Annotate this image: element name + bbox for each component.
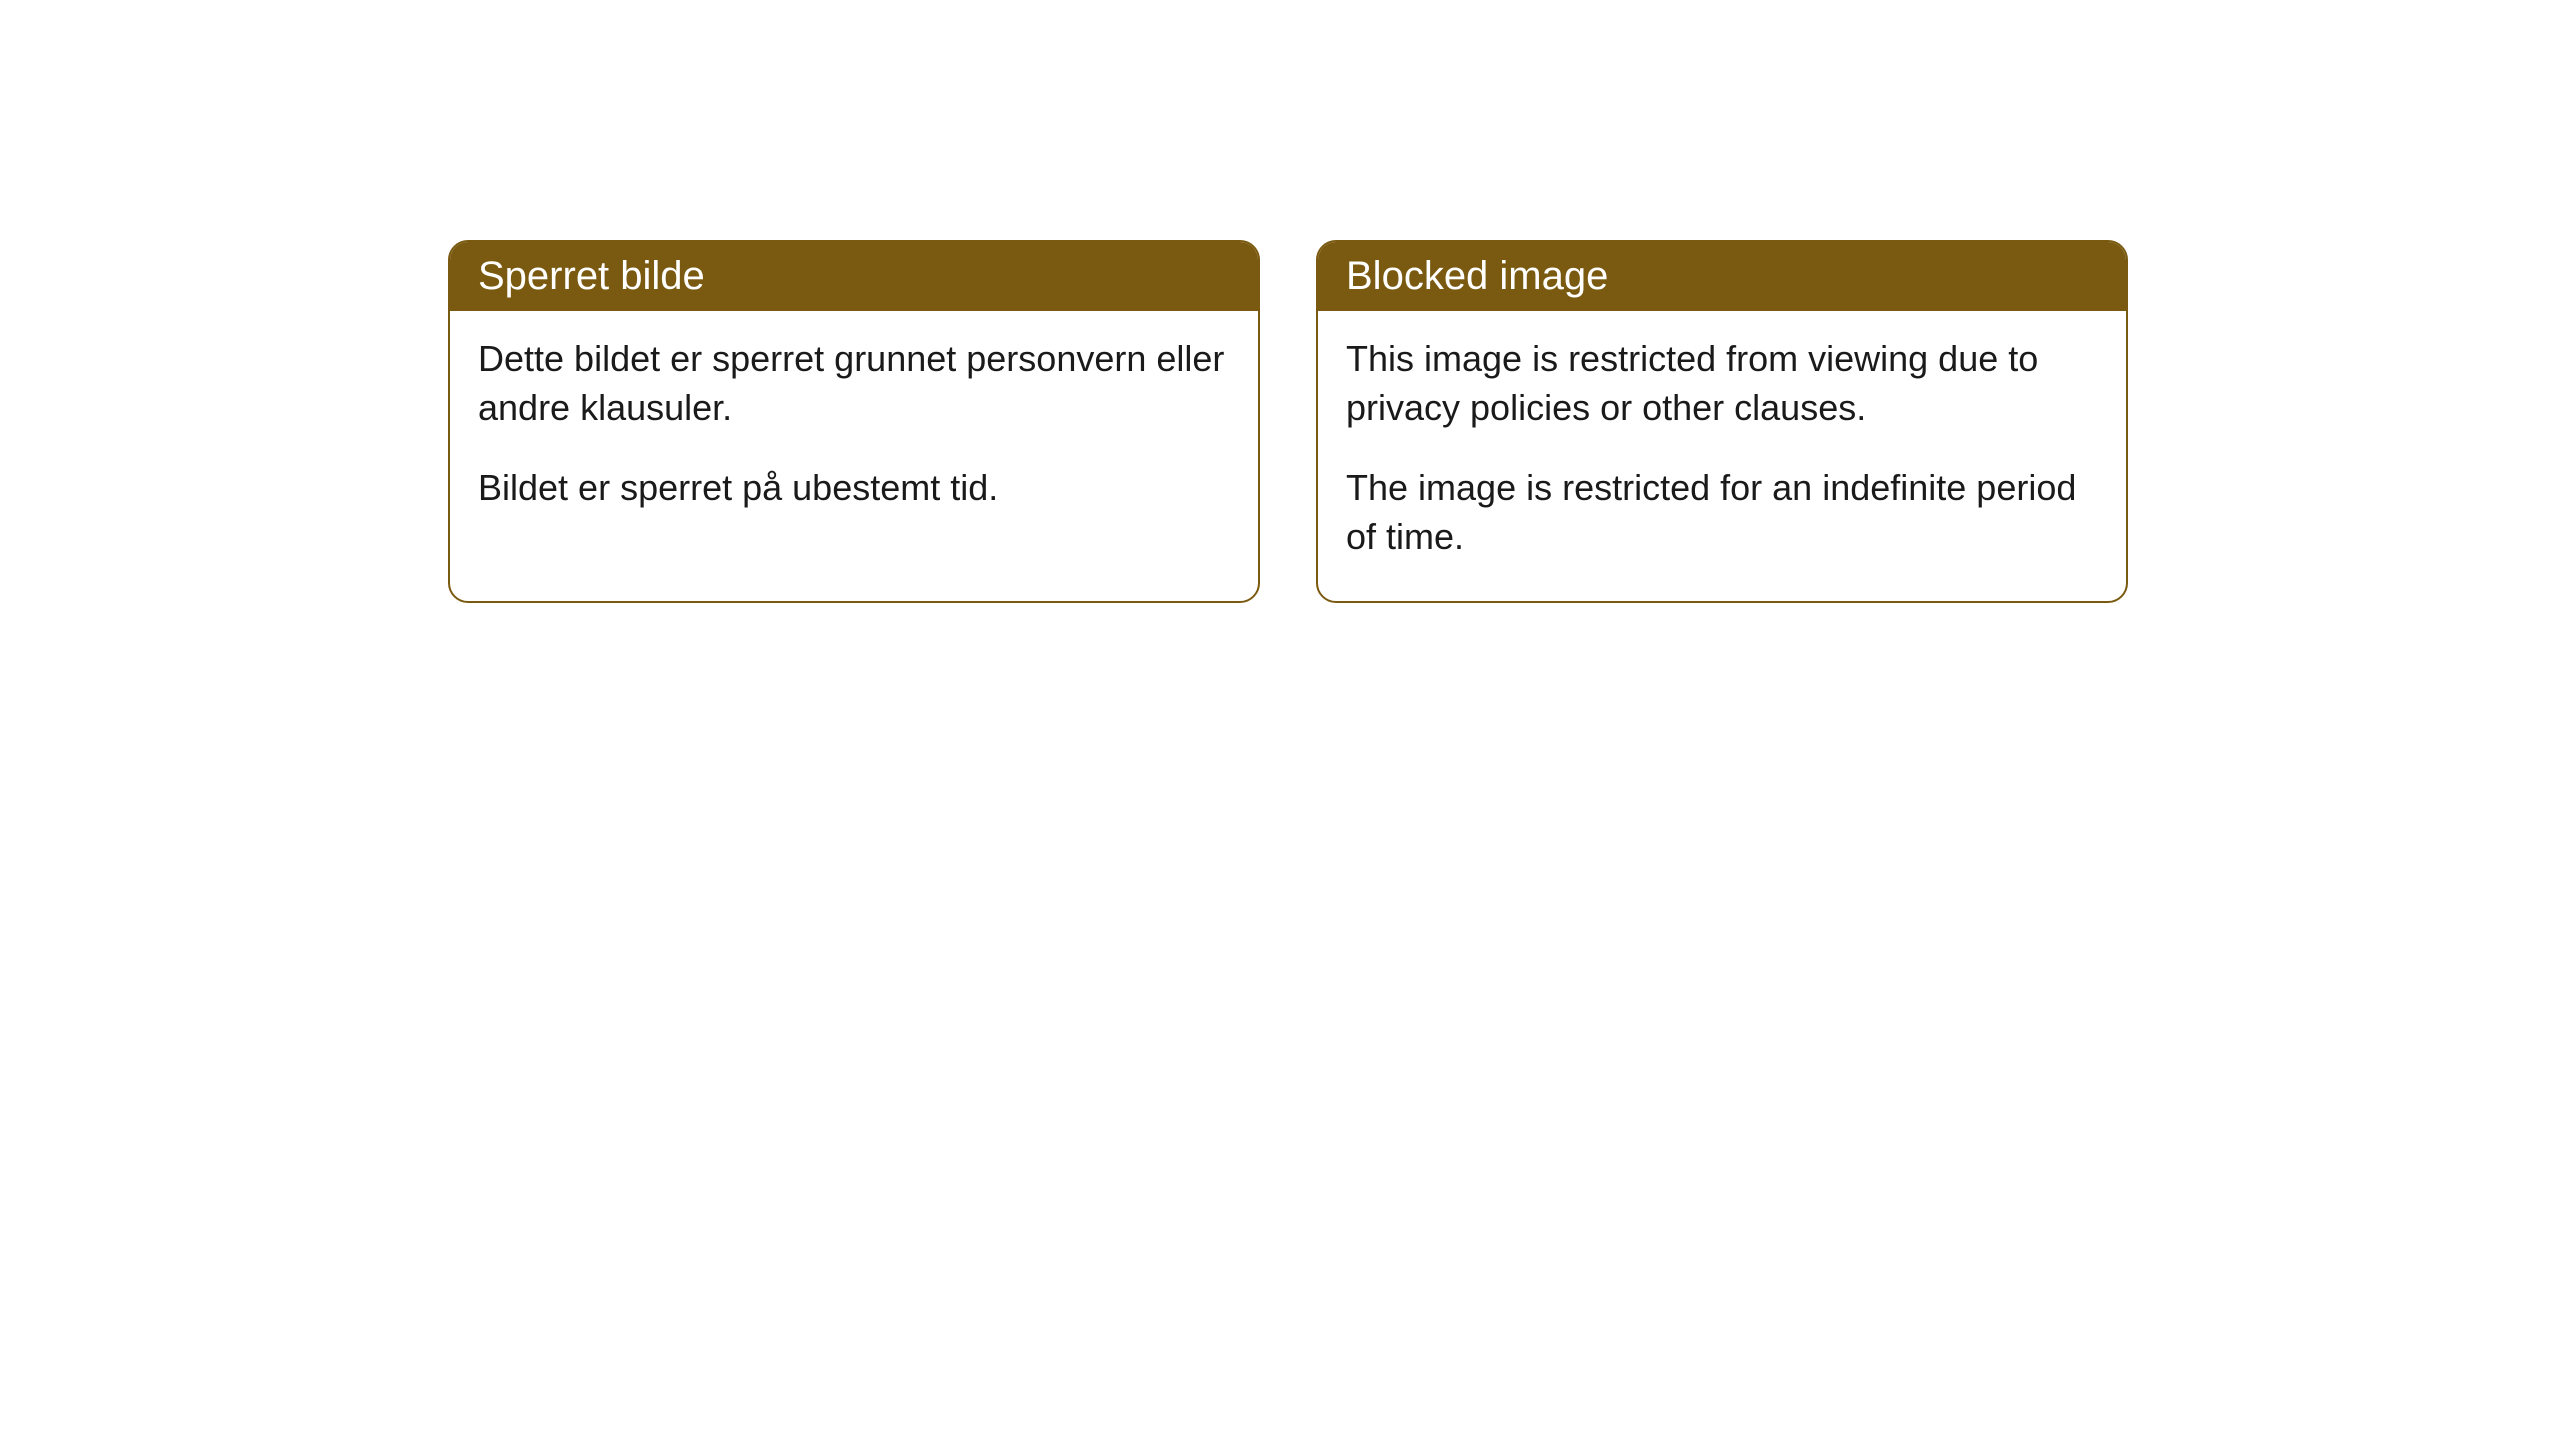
card-title: Sperret bilde: [478, 254, 705, 298]
blocked-image-card-english: Blocked image This image is restricted f…: [1316, 240, 2128, 603]
notice-container: Sperret bilde Dette bildet er sperret gr…: [0, 0, 2560, 603]
card-body: Dette bildet er sperret grunnet personve…: [450, 311, 1258, 553]
blocked-image-card-norwegian: Sperret bilde Dette bildet er sperret gr…: [448, 240, 1260, 603]
card-paragraph-1: This image is restricted from viewing du…: [1346, 335, 2098, 432]
card-paragraph-2: Bildet er sperret på ubestemt tid.: [478, 464, 1230, 513]
card-title: Blocked image: [1346, 254, 1608, 298]
card-body: This image is restricted from viewing du…: [1318, 311, 2126, 601]
card-header: Sperret bilde: [450, 242, 1258, 311]
card-header: Blocked image: [1318, 242, 2126, 311]
card-paragraph-1: Dette bildet er sperret grunnet personve…: [478, 335, 1230, 432]
card-paragraph-2: The image is restricted for an indefinit…: [1346, 464, 2098, 561]
